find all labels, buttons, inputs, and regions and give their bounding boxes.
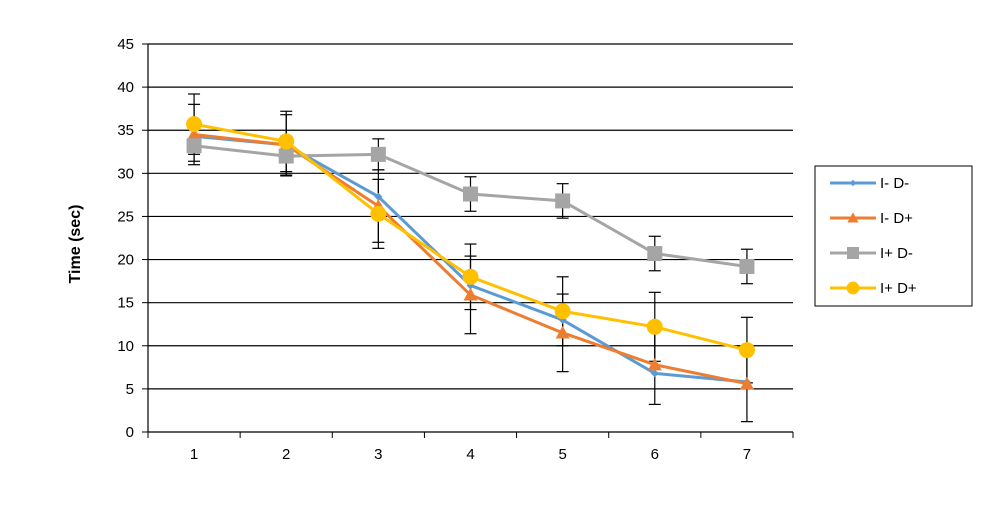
legend-box — [814, 165, 973, 307]
data-point — [739, 258, 755, 274]
x-tick-label: 6 — [651, 446, 659, 463]
y-tick-label: 25 — [117, 208, 134, 225]
data-point — [738, 342, 755, 359]
data-point — [370, 146, 386, 162]
data-point — [647, 246, 663, 262]
x-tick-label: 4 — [466, 446, 474, 463]
y-tick-label: 0 — [126, 424, 134, 441]
legend-label: I+ D- — [880, 245, 913, 262]
axes — [142, 43, 794, 438]
data-point — [555, 193, 571, 209]
data-point — [186, 138, 202, 154]
y-tick-label: 45 — [117, 36, 134, 53]
x-tick-label: 2 — [282, 446, 290, 463]
data-point — [462, 268, 479, 285]
y-tick-label: 30 — [117, 165, 134, 182]
y-tick-label: 5 — [126, 381, 134, 398]
data-point — [555, 325, 570, 339]
data-point — [186, 116, 203, 133]
data-point — [463, 186, 478, 202]
data-point — [650, 369, 659, 378]
y-tick-label: 20 — [117, 252, 134, 269]
x-tick-label: 5 — [558, 446, 566, 463]
x-tick-label: 7 — [743, 446, 751, 463]
data-point — [646, 318, 663, 335]
legend-swatch-marker — [849, 179, 857, 187]
x-tick-label: 3 — [374, 446, 382, 463]
data-point — [278, 148, 294, 164]
y-tick-label: 40 — [117, 79, 134, 96]
y-tick-label: 35 — [117, 122, 134, 139]
data-point — [374, 192, 383, 201]
data-point — [647, 357, 662, 371]
data-point — [370, 205, 387, 222]
y-axis-title: Time (sec) — [67, 205, 84, 284]
legend-swatch-marker — [847, 212, 859, 223]
data-point — [739, 376, 754, 390]
data-point — [278, 133, 295, 150]
legend-swatch-marker — [847, 247, 859, 259]
data-point — [554, 303, 571, 320]
y-tick-label: 10 — [117, 338, 134, 355]
series-markers — [186, 116, 755, 390]
legend-label: I+ D+ — [880, 280, 917, 297]
legend-swatch-marker — [846, 281, 860, 295]
y-tick-label: 15 — [117, 295, 134, 312]
legend-label: I- D+ — [880, 210, 913, 227]
data-point — [187, 127, 202, 141]
legend-label: I- D- — [880, 175, 909, 192]
x-tick-labels: 1 2 3 4 5 6 7 — [190, 446, 751, 463]
data-point — [463, 287, 478, 301]
legend: I- D- I- D+ I+ D- I+ D+ — [814, 165, 973, 307]
y-tick-labels: 0 5 10 15 20 25 30 35 40 45 — [117, 36, 134, 441]
gridlines — [148, 43, 793, 390]
x-tick-label: 1 — [190, 446, 198, 463]
